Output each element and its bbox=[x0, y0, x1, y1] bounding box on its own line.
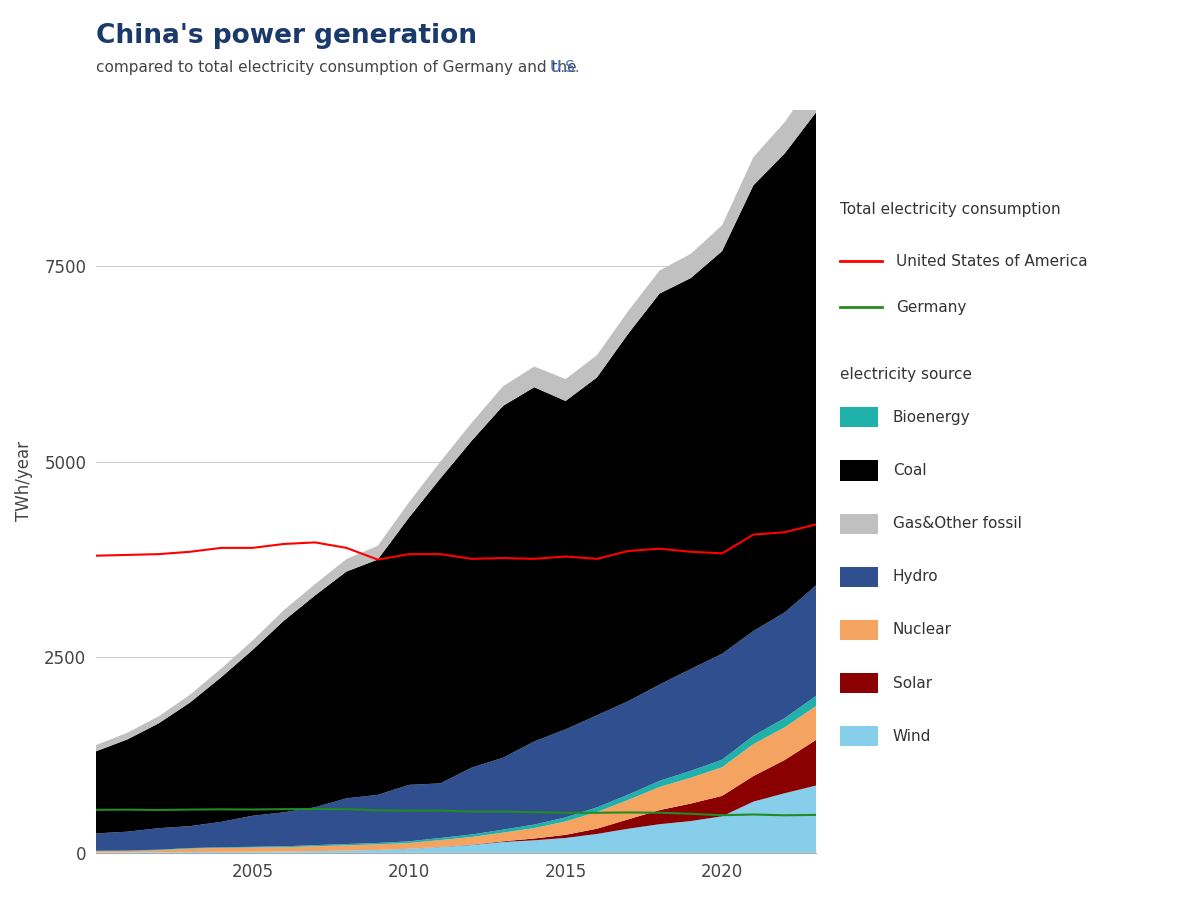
Text: United States of America: United States of America bbox=[896, 254, 1088, 269]
Y-axis label: TWh/year: TWh/year bbox=[16, 441, 34, 522]
Text: Nuclear: Nuclear bbox=[893, 623, 952, 637]
Text: Germany: Germany bbox=[896, 300, 967, 315]
Text: China's power generation: China's power generation bbox=[96, 23, 478, 49]
Text: Wind: Wind bbox=[893, 729, 931, 744]
Text: Gas&Other fossil: Gas&Other fossil bbox=[893, 516, 1021, 531]
Text: Bioenergy: Bioenergy bbox=[893, 410, 971, 425]
Text: U.S.: U.S. bbox=[550, 60, 581, 74]
Text: Total electricity consumption: Total electricity consumption bbox=[840, 202, 1061, 216]
Text: compared to total electricity consumption of Germany and the: compared to total electricity consumptio… bbox=[96, 60, 582, 74]
Text: Hydro: Hydro bbox=[893, 569, 938, 584]
Text: Coal: Coal bbox=[893, 463, 926, 478]
Text: electricity source: electricity source bbox=[840, 367, 972, 381]
Text: Solar: Solar bbox=[893, 676, 932, 691]
